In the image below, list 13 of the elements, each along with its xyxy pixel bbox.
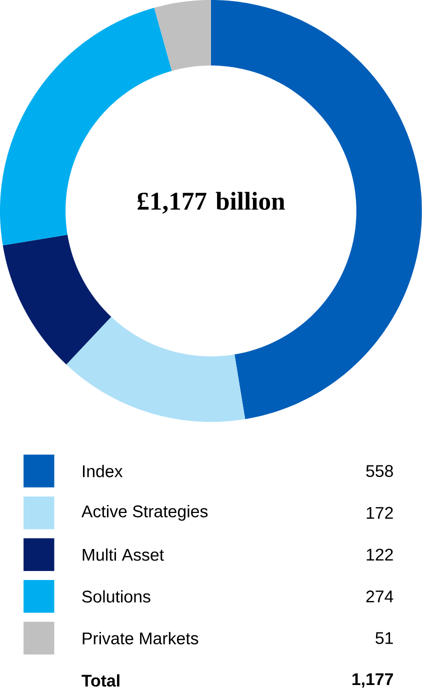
data-label: 122 <box>366 548 393 561</box>
legend-label: Private Markets <box>82 632 198 644</box>
legend-label: Active Strategies <box>82 504 208 521</box>
text: Total <box>82 674 120 687</box>
data-label: 558 <box>366 465 394 478</box>
data-label: 274 <box>366 590 394 602</box>
text: 1,177 <box>352 673 394 688</box>
legend-label: Solutions <box>82 590 150 603</box>
data-label: 172 <box>366 506 393 519</box>
legend-label: Index <box>83 464 123 478</box>
data-label: 51 <box>376 632 393 644</box>
text: £1,177 billion <box>138 192 285 214</box>
legend-label: Multi Asset <box>82 548 164 561</box>
